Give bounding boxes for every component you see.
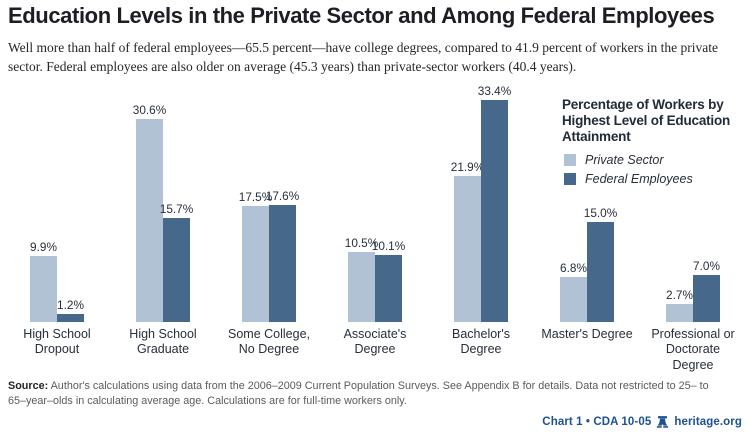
- bar-private-sector: [666, 304, 693, 322]
- bar-private-sector: [454, 176, 481, 322]
- bar-federal-employees: [693, 275, 720, 322]
- category-label: Associate's Degree: [343, 327, 407, 357]
- chart-subtitle: Well more than half of federal employees…: [8, 40, 719, 74]
- bar-value-label: 17.6%: [265, 189, 300, 203]
- category-label: Some College, No Degree: [228, 327, 310, 357]
- category-label: Bachelor's Degree: [452, 327, 510, 357]
- liberty-bell-icon: [656, 416, 669, 428]
- bar-chart-plot: 9.9% 1.2% 30.6% 15.7% 17.5% 17.6% 10.5% 10.1% 21…: [4, 84, 746, 322]
- bar-value-label: 30.6%: [132, 102, 167, 117]
- bar-group: 6.8% 15.0%: [534, 206, 640, 322]
- legend-item-federal-employees: Federal Employees: [562, 172, 748, 186]
- source-label: Source:: [8, 380, 49, 392]
- chart-reference: Chart 1 • CDA 10-05: [542, 416, 652, 428]
- bar-group: 21.9% 33.4%: [428, 84, 534, 322]
- bar-group: 10.5% 10.1%: [322, 236, 428, 322]
- bar-group: 30.6% 15.7%: [110, 102, 216, 322]
- category-label: Master's Degree: [541, 327, 633, 341]
- heritage-org-link[interactable]: heritage.org: [674, 416, 742, 428]
- federal-employees-swatch: [564, 172, 576, 185]
- bar-value-label: 21.9%: [450, 160, 485, 175]
- legend-item-private-sector: Private Sector: [562, 153, 748, 167]
- bar-value-label: 9.9%: [30, 240, 57, 255]
- bar-federal-employees: [481, 99, 508, 322]
- page-title: Education Levels in the Private Sector a…: [8, 3, 715, 28]
- legend-title: Percentage of Workers by Highest Level o…: [562, 97, 731, 144]
- bar-value-label: 6.8%: [560, 260, 587, 275]
- bar-value-label: 2.7%: [666, 288, 693, 302]
- bar-group: 9.9% 1.2%: [4, 240, 110, 322]
- bar-federal-employees: [163, 217, 190, 322]
- category-label: Professional or Doctorate Degree: [651, 327, 735, 372]
- bar-private-sector: [560, 276, 587, 322]
- category-labels: High School Dropout High School Graduate S…: [4, 327, 746, 373]
- bar-group: 2.7% 7.0%: [640, 259, 746, 322]
- legend-item-label: Federal Employees: [585, 171, 693, 186]
- bar-federal-employees: [375, 254, 402, 322]
- bar-group: 17.5% 17.6%: [216, 189, 322, 322]
- footer-bar: Chart 1 • CDA 10-05 heritage.org: [542, 416, 742, 428]
- source-text: Author's calculations using data from th…: [8, 380, 709, 408]
- bar-federal-employees: [587, 222, 614, 322]
- category-label: High School Dropout: [23, 327, 91, 357]
- bar-value-label: 17.5%: [238, 189, 273, 204]
- bar-federal-employees: [269, 205, 296, 322]
- chart-legend: Percentage of Workers by Highest Level o…: [562, 97, 748, 191]
- bar-private-sector: [136, 118, 163, 322]
- bar-value-label: 10.5%: [344, 236, 379, 251]
- bar-value-label: 33.4%: [477, 83, 512, 98]
- legend-item-label: Private Sector: [585, 152, 664, 167]
- category-label: High School Graduate: [129, 327, 197, 357]
- bar-value-label: 7.0%: [693, 259, 720, 274]
- private-sector-swatch: [564, 153, 576, 166]
- bar-private-sector: [348, 252, 375, 322]
- bar-private-sector: [30, 256, 57, 322]
- source-note: Source: Author's calculations using data…: [8, 379, 714, 409]
- bar-value-label: 1.2%: [57, 298, 84, 312]
- bar-value-label: 15.0%: [583, 206, 618, 221]
- bar-private-sector: [242, 205, 269, 322]
- bar-value-label: 10.1%: [371, 238, 406, 253]
- bar-federal-employees: [57, 314, 84, 322]
- bar-value-label: 15.7%: [159, 201, 194, 216]
